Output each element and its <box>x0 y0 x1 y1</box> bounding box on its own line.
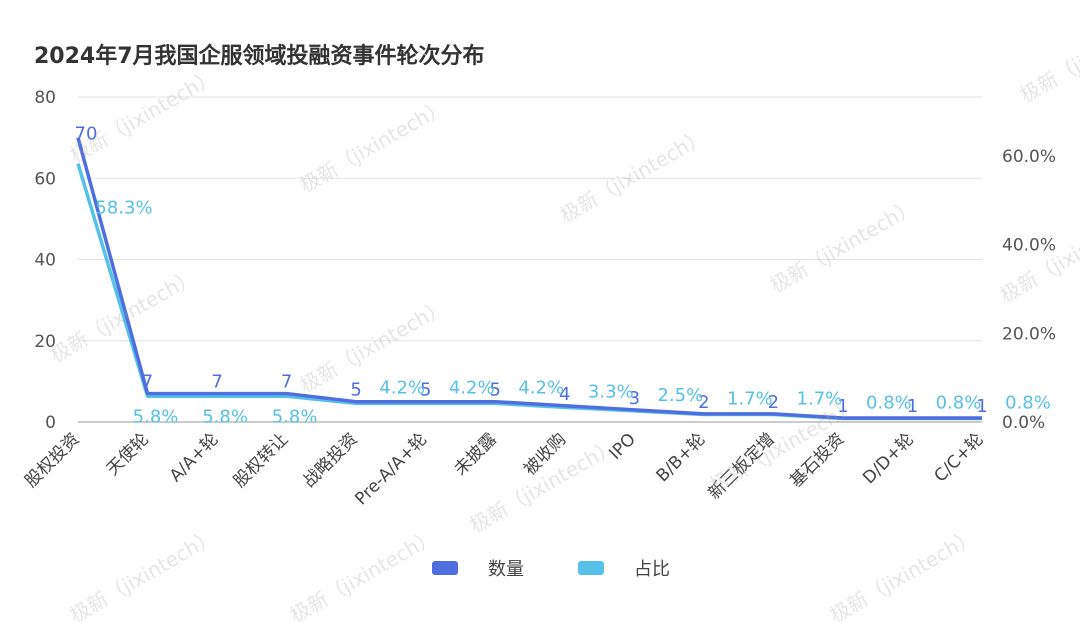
data-label-ratio: 5.8% <box>133 406 179 427</box>
legend: 数量 占比 <box>0 555 1080 581</box>
legend-item-count[interactable]: 数量 <box>432 555 524 581</box>
data-label-ratio: 0.8% <box>866 392 912 413</box>
data-label-ratio: 1.7% <box>727 388 773 409</box>
data-label-count: 2 <box>768 392 779 413</box>
y-left-tick-label: 60 <box>34 169 56 189</box>
data-label-count: 2 <box>698 392 709 413</box>
legend-label-ratio: 占比 <box>634 559 670 580</box>
chart-title: 2024年7月我国企服领域投融资事件轮次分布 <box>34 44 485 69</box>
y-left-tick-label: 0 <box>45 413 56 433</box>
x-tick-label: C/C+轮 <box>930 429 987 486</box>
data-label-ratio: 2.5% <box>657 385 703 406</box>
data-label-ratio: 3.3% <box>588 381 634 402</box>
y-right-tick-label: 40.0% <box>1002 236 1056 256</box>
x-tick-label: 天使轮 <box>102 429 153 480</box>
data-label-ratio: 0.8% <box>936 392 982 413</box>
data-label-count: 7 <box>281 372 292 393</box>
data-label-ratio: 1.7% <box>797 388 843 409</box>
data-label-count: 1 <box>837 396 848 417</box>
x-tick-label: 未披露 <box>451 429 501 479</box>
y-right-tick-label: 60.0% <box>1002 147 1056 167</box>
data-label-count: 5 <box>420 380 431 401</box>
x-tick-label: 被收购 <box>520 429 570 479</box>
data-label-ratio: 4.2% <box>518 377 564 398</box>
y-axis-right: 0.0% 20.0% 40.0% 60.0% <box>1002 147 1056 433</box>
x-tick-label: IPO <box>605 429 639 463</box>
data-label-count: 7 <box>142 372 153 393</box>
x-tick-label: B/B+轮 <box>653 429 710 486</box>
data-label-ratio: 58.3% <box>95 198 152 219</box>
x-tick-label: D/D+轮 <box>859 429 918 488</box>
data-label-count: 3 <box>629 388 640 409</box>
series-lines <box>76 137 982 421</box>
data-label-count: 5 <box>490 380 501 401</box>
data-label-count: 70 <box>75 124 98 145</box>
data-label-ratio: 5.8% <box>202 406 248 427</box>
data-label-count: 5 <box>350 380 361 401</box>
legend-item-ratio[interactable]: 占比 <box>578 555 670 581</box>
data-label-ratio: 0.8% <box>1005 392 1051 413</box>
data-label-ratio: 5.8% <box>272 406 318 427</box>
x-tick-label: 战略投资 <box>299 429 361 491</box>
data-labels: 70 7 7 7 5 5 5 4 3 2 2 1 1 1 58.3% 5.8% 5.8% 5.8% 4.2% 4.2%… <box>75 124 1051 428</box>
y-left-tick-label: 20 <box>34 332 56 352</box>
y-left-tick-label: 80 <box>34 88 56 108</box>
data-label-ratio: 4.2% <box>449 377 495 398</box>
data-label-count: 1 <box>976 396 987 417</box>
line-chart: 0 20 40 60 80 0.0% 20.0% 40.0% 60.0% 股权投资 天使轮 A/A… <box>21 88 1056 510</box>
data-label-count: 1 <box>907 396 918 417</box>
y-right-tick-label: 20.0% <box>1002 324 1056 344</box>
y-left-tick-label: 40 <box>34 251 56 271</box>
x-tick-label: Pre-A/A+轮 <box>351 429 431 509</box>
x-tick-label: 基石投资 <box>786 429 848 491</box>
legend-swatch-count <box>432 561 458 575</box>
y-right-tick-label: 0.0% <box>1002 413 1045 433</box>
data-label-count: 7 <box>211 372 222 393</box>
legend-label-count: 数量 <box>488 559 524 580</box>
legend-swatch-ratio <box>578 561 604 575</box>
x-tick-label: A/A+轮 <box>166 429 223 486</box>
x-tick-label: 股权投资 <box>21 429 83 491</box>
series-line-count <box>76 137 982 420</box>
x-tick-label: 股权转让 <box>230 429 292 491</box>
x-tick-label: 新三板定增 <box>705 429 779 503</box>
grid-lines <box>78 96 982 423</box>
data-label-count: 4 <box>559 384 570 405</box>
y-axis-left: 0 20 40 60 80 <box>34 88 56 433</box>
data-label-ratio: 4.2% <box>379 377 425 398</box>
